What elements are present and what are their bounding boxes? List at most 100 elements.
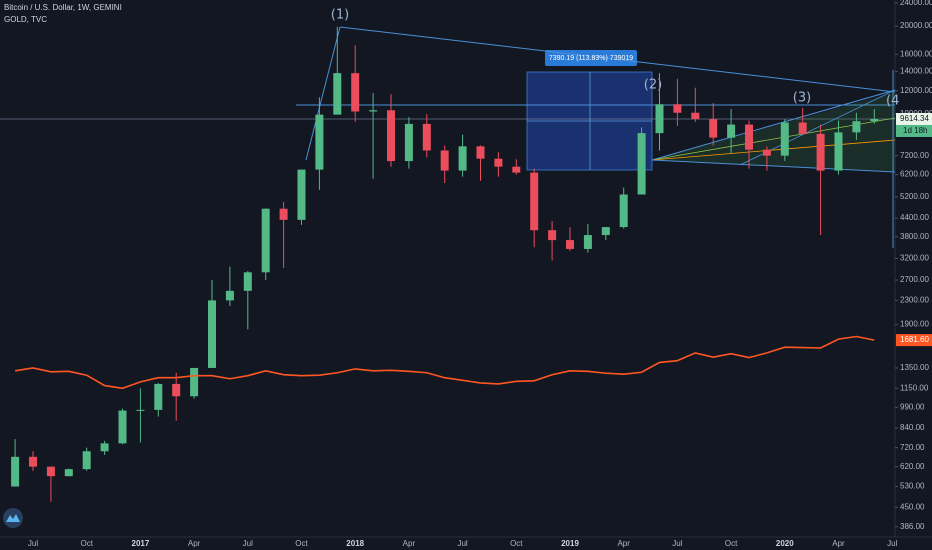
logo-icon <box>6 514 20 522</box>
candle-body <box>440 150 449 171</box>
candle-body <box>709 119 718 138</box>
candle-body <box>208 300 216 368</box>
x-tick-label: Jul <box>672 539 682 548</box>
candle-body <box>82 451 91 470</box>
price-label: 1681.60 <box>900 335 929 344</box>
x-tick-label: Apr <box>403 539 416 548</box>
candle-body <box>834 132 843 171</box>
y-tick-label: 840.00 <box>900 423 925 432</box>
y-tick-label: 7200.00 <box>900 151 929 160</box>
y-tick-label: 530.00 <box>900 482 925 491</box>
candle-body <box>870 118 879 122</box>
candle-body <box>118 410 127 444</box>
y-tick-label: 2300.00 <box>900 295 929 304</box>
y-tick-label: 6200.00 <box>900 170 929 179</box>
candle-body <box>762 149 771 156</box>
y-tick-label: 450.00 <box>900 502 925 511</box>
wave-label: (4 <box>886 94 899 109</box>
candle-body <box>673 104 682 113</box>
price-label: 9614.34 <box>900 114 929 123</box>
y-tick-label: 620.00 <box>900 462 925 471</box>
y-tick-label: 720.00 <box>900 443 925 452</box>
candle-body <box>852 121 861 133</box>
x-tick-label: 2020 <box>776 539 794 548</box>
x-tick-label: Jul <box>887 539 897 548</box>
x-tick-label: Apr <box>188 539 201 548</box>
candle-body <box>297 169 306 220</box>
x-tick-label: 2019 <box>561 539 579 548</box>
candle-body <box>458 146 467 171</box>
x-tick-label: 2018 <box>346 539 364 548</box>
y-tick-label: 3200.00 <box>900 254 929 263</box>
candle-body <box>745 124 753 150</box>
candle-body <box>530 172 539 231</box>
candle-body <box>601 227 610 236</box>
price-label-box <box>896 112 932 125</box>
candle-body <box>619 194 628 228</box>
candle-body <box>46 466 55 477</box>
candle-body <box>566 240 574 249</box>
candle-body <box>691 112 700 120</box>
legend-entry: GOLD, TVC <box>4 15 47 24</box>
candle-body <box>351 73 360 112</box>
candle-body <box>512 166 521 173</box>
fan-line <box>651 159 896 173</box>
y-tick-label: 1350.00 <box>900 363 929 372</box>
x-tick-label: Oct <box>725 539 738 548</box>
y-tick-label: 14000.00 <box>900 66 932 75</box>
candle-body <box>333 73 342 115</box>
candle-body <box>172 383 181 397</box>
y-tick-label: 1150.00 <box>900 383 929 392</box>
logo <box>3 508 23 528</box>
measure-label: 7390.19 (113.83%) 739019 <box>549 55 633 62</box>
x-tick-label: Jul <box>457 539 467 548</box>
candle-body <box>476 146 485 159</box>
candle-body <box>422 123 431 151</box>
countdown-box <box>896 124 932 137</box>
fan-line <box>651 89 896 161</box>
x-tick-label: Apr <box>617 539 630 548</box>
candle-body <box>243 272 252 291</box>
candle-body <box>11 456 20 487</box>
candle-body <box>798 122 807 134</box>
fan-line <box>651 139 896 161</box>
x-tick-label: Oct <box>80 539 93 548</box>
y-tick-label: 2700.00 <box>900 275 929 284</box>
x-tick-label: Apr <box>832 539 845 548</box>
candle-body <box>494 158 503 167</box>
candle-body <box>279 208 288 220</box>
y-tick-label: 3800.00 <box>900 232 929 241</box>
x-tick-label: Jul <box>243 539 253 548</box>
candle-body <box>816 133 825 171</box>
candle-body <box>655 104 664 134</box>
candle-body <box>369 110 378 112</box>
countdown: 1d 18h <box>903 126 927 135</box>
candle-body <box>780 122 789 156</box>
wave-label: (2) <box>644 78 662 93</box>
trend-line <box>339 26 896 93</box>
candle-body <box>64 469 73 477</box>
wave-label: (3) <box>793 91 811 106</box>
y-tick-label: 16000.00 <box>900 50 932 59</box>
fan-area <box>652 92 895 172</box>
x-tick-label: Oct <box>510 539 523 548</box>
drawings <box>0 26 896 248</box>
candle-body <box>100 443 109 452</box>
candle-body <box>548 230 557 241</box>
candle-body <box>583 235 592 249</box>
line-series <box>14 335 875 390</box>
wave-label: (1) <box>331 8 349 23</box>
candle-body <box>29 456 37 467</box>
candle-body <box>727 124 736 138</box>
trend-line <box>305 26 341 161</box>
x-tick-label: Oct <box>295 539 308 548</box>
candle-body <box>387 110 395 162</box>
y-tick-label: 5200.00 <box>900 192 929 201</box>
price-label-box <box>896 334 932 347</box>
x-tick-label: Jul <box>28 539 38 548</box>
y-tick-label: 386.00 <box>900 522 925 531</box>
candle-body <box>315 114 324 170</box>
candle-body <box>404 123 413 162</box>
